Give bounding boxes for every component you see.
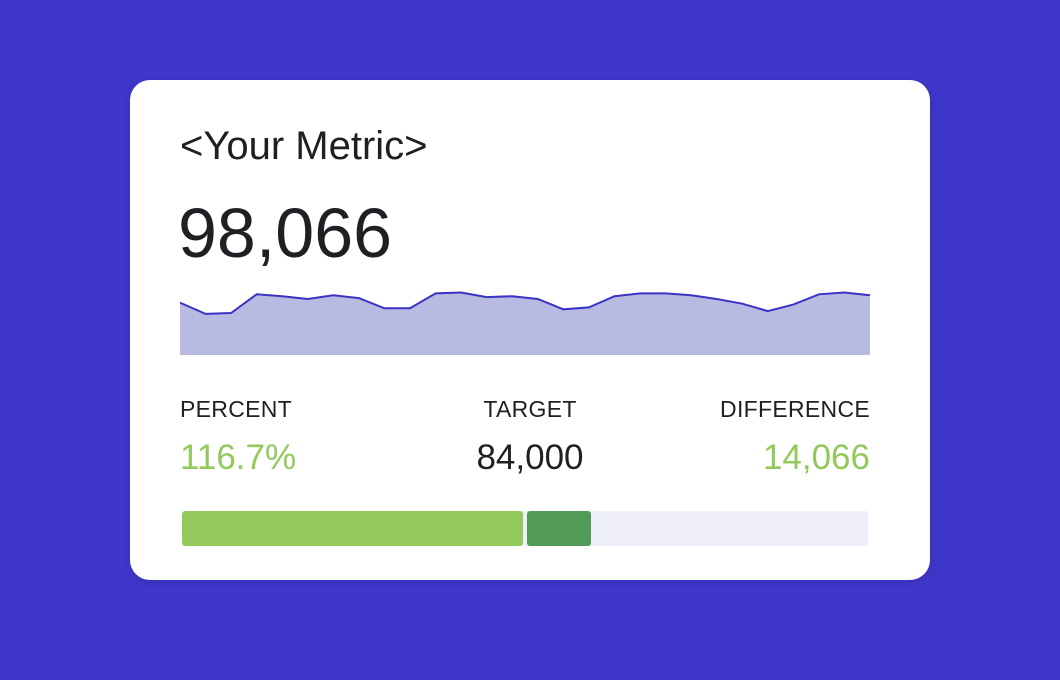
sparkline-area xyxy=(180,292,870,355)
progress-bar xyxy=(182,511,868,546)
stat-target: TARGET 84,000 xyxy=(430,396,630,478)
difference-label: DIFFERENCE xyxy=(720,396,870,422)
progress-over-target-segment xyxy=(527,511,592,546)
metric-title: <Your Metric> xyxy=(180,124,428,168)
percent-label: PERCENT xyxy=(180,396,293,422)
metric-card: <Your Metric> 98,066 PERCENT 116.7% TARG… xyxy=(130,80,930,580)
sparkline-line xyxy=(180,291,870,315)
sparkline-chart xyxy=(180,291,870,355)
difference-value: 14,066 xyxy=(762,438,870,477)
target-value: 84,000 xyxy=(476,438,584,477)
percent-value: 116.7% xyxy=(180,438,297,477)
metric-value: 98,066 xyxy=(178,194,393,272)
stat-percent: PERCENT 116.7% xyxy=(180,396,296,478)
target-label: TARGET xyxy=(483,396,577,422)
stat-difference: DIFFERENCE 14,066 xyxy=(720,396,870,478)
progress-target-segment xyxy=(182,511,523,546)
